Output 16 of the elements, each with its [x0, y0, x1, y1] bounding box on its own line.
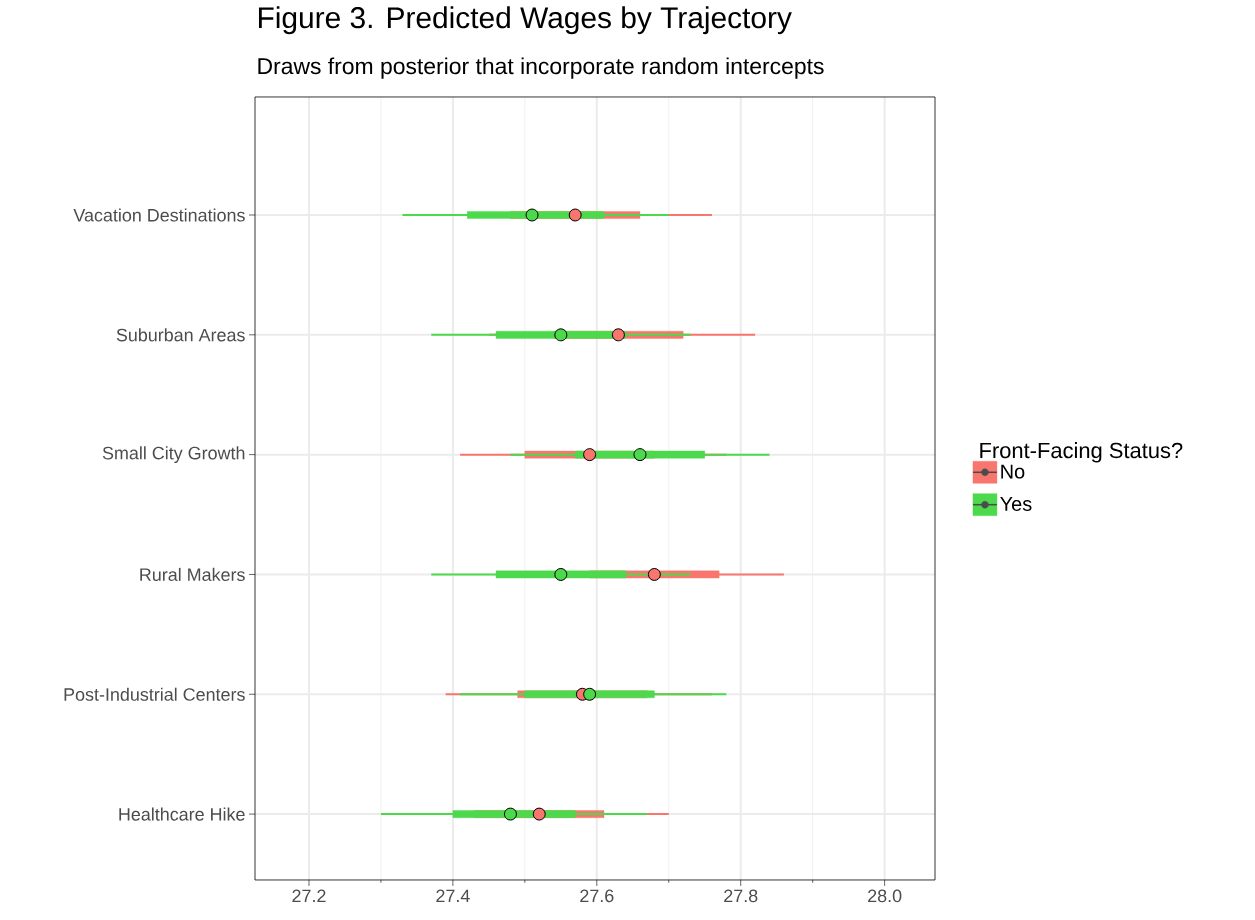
chart-subtitle: Draws from posterior that incorporate random intercepts — [258, 57, 824, 79]
chart-title: Figure 3. Predicted Wages by Trajectory — [258, 6, 792, 35]
y-tick-label: Rural Makers — [140, 567, 245, 582]
y-tick-label: Vacation Destinations — [73, 208, 245, 222]
x-tick-label: 28.0 — [868, 889, 902, 903]
x-tick-label: 27.6 — [580, 889, 614, 903]
legend-label: Yes — [1000, 497, 1032, 511]
x-tick-label: 27.8 — [724, 889, 758, 903]
y-tick-label: Healthcare Hike — [119, 807, 245, 821]
legend-title: Front-Facing Status? — [980, 442, 1183, 463]
y-tick-label: Small City Growth — [102, 446, 245, 463]
y-tick-label: Suburban Areas — [116, 328, 245, 342]
y-tick-label: Post-Industrial Centers — [64, 687, 245, 701]
x-tick-label: 27.4 — [436, 889, 470, 903]
x-tick-label: 27.2 — [292, 889, 326, 903]
legend-label: No — [1001, 464, 1025, 479]
